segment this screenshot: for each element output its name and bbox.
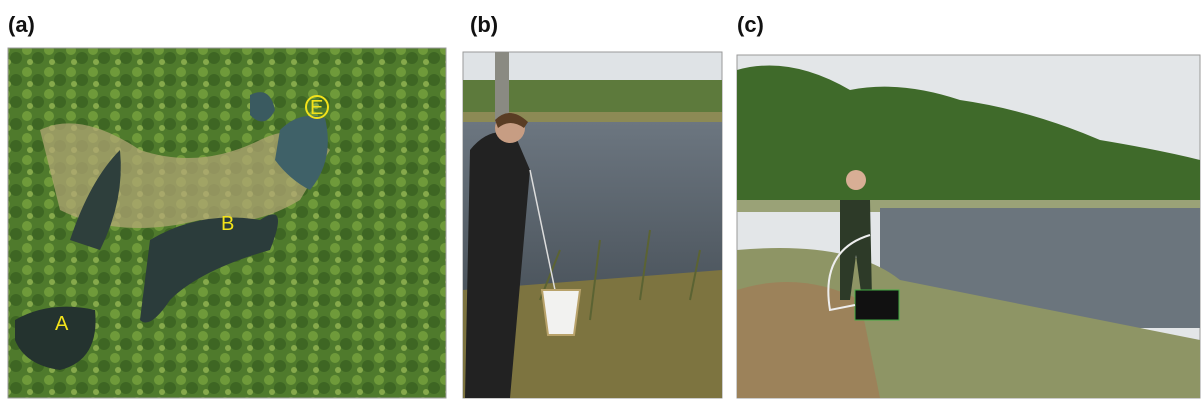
lake-photo (736, 54, 1201, 399)
pond-photo (462, 51, 723, 399)
panel-label: (c) (737, 12, 764, 37)
aerial-photo: A B E (7, 47, 447, 399)
annotation: B (221, 213, 234, 235)
panel-label: (b) (470, 12, 498, 37)
panel-label: (a) (8, 12, 35, 37)
annotation: A (55, 313, 69, 335)
annotation: E (310, 97, 323, 119)
